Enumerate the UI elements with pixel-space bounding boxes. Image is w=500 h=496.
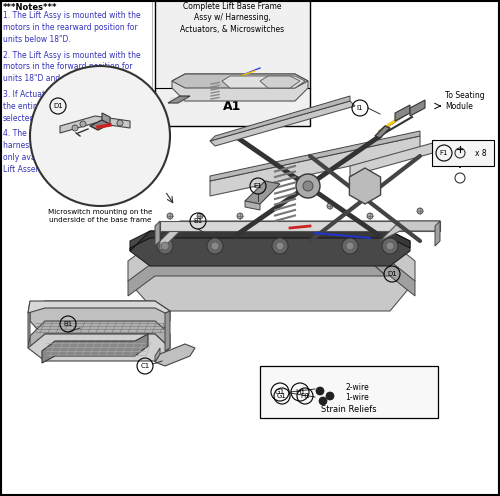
Text: G1: G1 (275, 389, 285, 395)
Text: 1-wire: 1-wire (345, 393, 369, 402)
Text: D1: D1 (53, 103, 63, 109)
Polygon shape (375, 126, 390, 138)
Text: H1: H1 (300, 393, 310, 399)
Circle shape (367, 213, 373, 219)
Polygon shape (245, 201, 260, 210)
Polygon shape (128, 241, 415, 311)
Text: 3. If Actuator replacement is required,
the entire Lift Assy, A1, must be
select: 3. If Actuator replacement is required, … (3, 90, 150, 123)
Text: 4. The PCB Assy contains the board,
harnessing and microswitches. It is
only ava: 4. The PCB Assy contains the board, harn… (3, 129, 141, 174)
Polygon shape (165, 311, 170, 351)
Polygon shape (172, 74, 308, 88)
Text: H1: H1 (295, 389, 305, 395)
Polygon shape (222, 76, 305, 88)
Circle shape (117, 120, 123, 126)
Circle shape (161, 242, 169, 250)
Text: I1: I1 (357, 105, 363, 111)
Text: E1: E1 (254, 183, 262, 189)
Polygon shape (28, 301, 30, 348)
Polygon shape (168, 96, 190, 103)
Polygon shape (155, 344, 195, 366)
Bar (432, 140, 494, 166)
Bar (260, 366, 438, 418)
Polygon shape (410, 100, 425, 116)
Circle shape (303, 181, 313, 191)
Text: 1. The Lift Assy is mounted with the
motors in the rearward position for
units b: 1. The Lift Assy is mounted with the mot… (3, 11, 140, 44)
Polygon shape (435, 221, 440, 246)
Polygon shape (210, 101, 355, 146)
Text: 2. The Lift Assy is mounted with the
motors in the forward position for
units 18: 2. The Lift Assy is mounted with the mot… (3, 51, 140, 83)
Text: B1: B1 (64, 321, 72, 327)
Polygon shape (130, 231, 410, 266)
Bar (155, 0, 310, 126)
Polygon shape (172, 74, 308, 101)
Circle shape (30, 66, 170, 206)
Circle shape (386, 242, 394, 250)
Circle shape (237, 213, 243, 219)
Polygon shape (60, 116, 130, 133)
Circle shape (211, 242, 219, 250)
Text: Microswitch mounting on the
underside of the base frame: Microswitch mounting on the underside of… (48, 209, 152, 223)
Text: B1: B1 (194, 218, 202, 224)
Circle shape (319, 397, 327, 405)
Polygon shape (30, 301, 170, 338)
Polygon shape (155, 348, 160, 362)
Polygon shape (28, 334, 170, 361)
Polygon shape (130, 231, 410, 251)
Circle shape (272, 238, 288, 254)
Text: To Seating
Module: To Seating Module (445, 91, 484, 112)
Text: x 8: x 8 (475, 148, 486, 158)
Circle shape (72, 125, 78, 131)
Text: A1: A1 (224, 100, 242, 113)
Polygon shape (128, 261, 415, 296)
Polygon shape (210, 96, 350, 141)
Circle shape (167, 213, 173, 219)
Circle shape (382, 238, 398, 254)
Circle shape (207, 238, 223, 254)
Polygon shape (350, 141, 440, 176)
Circle shape (316, 387, 324, 395)
Polygon shape (30, 321, 170, 348)
Polygon shape (102, 113, 110, 124)
Text: ***Notes***: ***Notes*** (3, 3, 58, 12)
Polygon shape (160, 221, 440, 231)
Circle shape (157, 238, 173, 254)
Circle shape (197, 213, 203, 219)
Text: Complete Lift Base Frame
Assy w/ Harnessing,
Actuators, & Microswitches: Complete Lift Base Frame Assy w/ Harness… (180, 2, 284, 34)
Text: G1: G1 (277, 393, 287, 399)
Text: D1: D1 (387, 271, 397, 277)
Polygon shape (28, 301, 170, 313)
Circle shape (327, 203, 333, 209)
Circle shape (296, 174, 320, 198)
Circle shape (417, 208, 423, 214)
Circle shape (80, 121, 86, 127)
Polygon shape (210, 131, 420, 181)
Circle shape (346, 242, 354, 250)
Text: F1: F1 (440, 150, 448, 156)
Polygon shape (380, 221, 440, 241)
Polygon shape (350, 168, 380, 204)
Polygon shape (395, 105, 410, 121)
Polygon shape (260, 76, 300, 88)
Text: 2-wire: 2-wire (345, 383, 369, 392)
Polygon shape (90, 120, 110, 130)
Text: Strain Reliefs: Strain Reliefs (321, 405, 377, 414)
Polygon shape (245, 181, 280, 204)
Circle shape (342, 238, 358, 254)
Circle shape (326, 392, 334, 400)
Polygon shape (210, 136, 420, 196)
Polygon shape (42, 334, 148, 363)
Polygon shape (155, 221, 160, 246)
Polygon shape (160, 221, 440, 251)
Text: C1: C1 (140, 363, 149, 369)
Circle shape (276, 242, 284, 250)
